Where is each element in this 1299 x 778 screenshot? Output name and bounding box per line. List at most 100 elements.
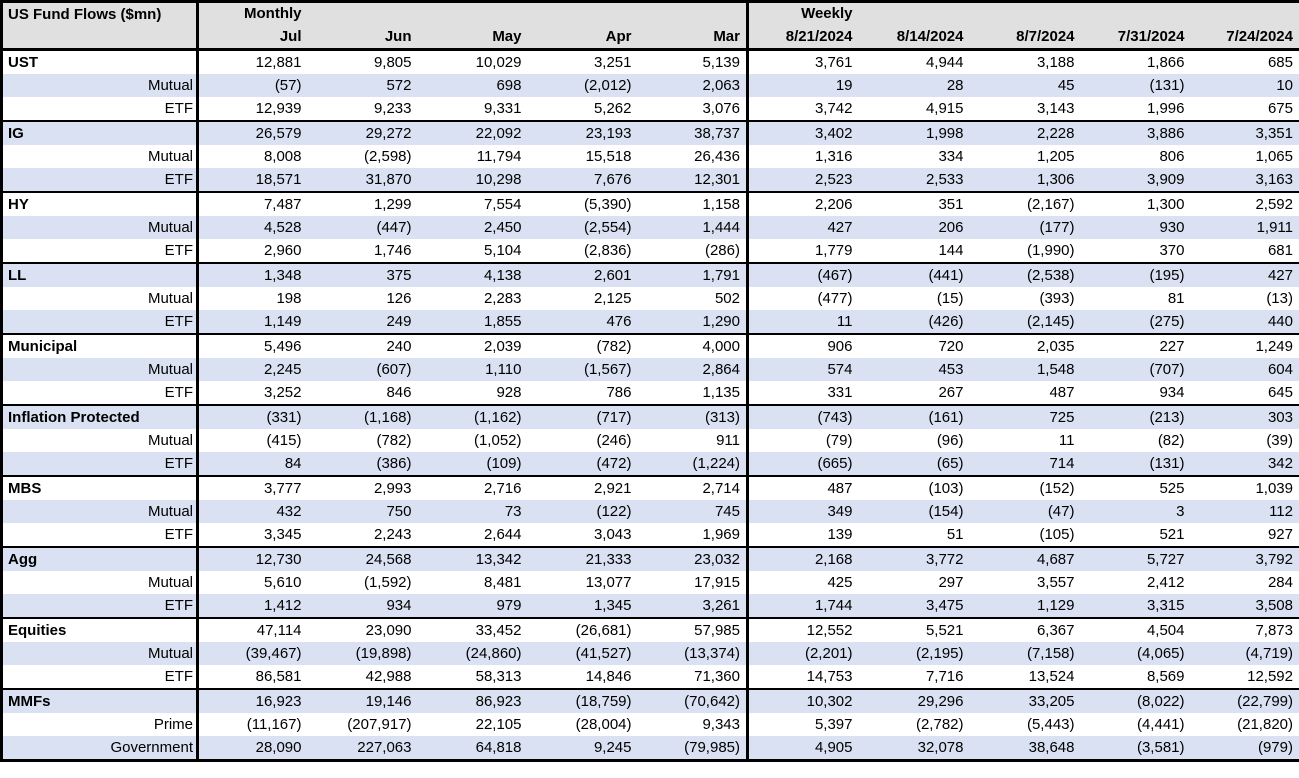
weekly-cell: 1,065 (1255, 148, 1293, 165)
monthly-cell: 572 (307, 74, 418, 97)
monthly-cell: 12,881 (255, 54, 302, 71)
weekly-cell: 3,163 (1190, 168, 1299, 192)
weekly-cell: 29,296 (858, 688, 970, 713)
row-label: IG (1, 120, 199, 145)
monthly-cell: 2,283 (483, 290, 522, 307)
weekly-cell: (2,167) (969, 191, 1081, 216)
weekly-cell: 3,557 (1036, 574, 1075, 591)
row-label: MMFs (1, 688, 199, 713)
row-label: ETF (1, 310, 199, 334)
weekly-cell: (441) (858, 262, 970, 287)
weekly-cell: 206 (858, 216, 970, 239)
weekly-cell: 1,998 (858, 120, 970, 145)
monthly-cell: 10,298 (417, 168, 528, 192)
row-label: Mutual (1, 216, 199, 239)
monthly-cell: 73 (417, 500, 528, 523)
monthly-cell: 1,345 (527, 594, 638, 618)
monthly-cell: 979 (417, 594, 528, 618)
monthly-cell: (472) (527, 452, 638, 476)
weekly-cell: 1,866 (1146, 54, 1185, 71)
table-row: MBS 3,777 2,993 2,716 2,921 2,714 487 (103) (152… (1, 475, 1299, 500)
monthly-cell: (2,598) (363, 148, 412, 165)
monthly-cell: 28,090 (197, 736, 308, 761)
weekly-cell: 487 (746, 475, 859, 500)
monthly-cell: 19,146 (307, 688, 418, 713)
monthly-cell: (18,759) (527, 688, 638, 713)
weekly-cell: 1,205 (1036, 148, 1075, 165)
monthly-cell: 249 (307, 310, 418, 334)
monthly-cell: (415) (266, 432, 302, 449)
monthly-cell: 2,644 (483, 526, 522, 543)
table-row: ETF 1,149 249 1,855 476 1,290 11 (426) (2,145) (2… (1, 310, 1299, 334)
header-spacer (307, 1, 418, 25)
weekly-cell: 3,772 (858, 546, 970, 571)
table-row: ETF 2,960 1,746 5,104 (2,836) (286) 1,779 144 (1… (1, 239, 1299, 263)
weekly-cell: 11 (746, 310, 859, 334)
monthly-cell: 911 (716, 432, 740, 449)
monthly-cell: 1,299 (307, 191, 418, 216)
weekly-cell: (131) (1080, 452, 1191, 476)
monthly-cell: 1,969 (702, 526, 740, 543)
monthly-cell: 9,343 (702, 716, 740, 733)
monthly-cell: (5,390) (527, 191, 638, 216)
monthly-cell: 26,436 (694, 148, 740, 165)
weekly-cell: 5,397 (746, 713, 859, 736)
weekly-cell: 440 (1190, 310, 1299, 334)
row-label: Mutual (1, 642, 199, 665)
monthly-cell: 4,000 (637, 333, 748, 358)
monthly-cell: 9,233 (373, 100, 412, 117)
monthly-cell: 3,043 (593, 526, 632, 543)
monthly-cell: 33,452 (417, 617, 528, 642)
weekly-cell: 6,367 (969, 617, 1081, 642)
weekly-cell: (177) (969, 216, 1081, 239)
monthly-cell: (41,527) (527, 642, 638, 665)
column-header-row: Jul Jun May Apr Mar 8/21/2024 8/14/2024 … (2, 25, 1299, 51)
row-label: LL (1, 262, 199, 287)
weekly-cell: 297 (938, 574, 964, 591)
weekly-cell: (195) (1080, 262, 1191, 287)
monthly-cell: (717) (527, 404, 638, 429)
monthly-cell: (286) (704, 242, 740, 259)
monthly-cell: 23,090 (307, 617, 418, 642)
weekly-cell: 4,687 (969, 546, 1081, 571)
weekly-cell: (8,022) (1080, 688, 1191, 713)
weekly-cell: 1,039 (1190, 475, 1299, 500)
weekly-cell: 12,592 (1247, 668, 1293, 685)
monthly-cell: 432 (197, 500, 308, 523)
weekly-cell: (152) (969, 475, 1081, 500)
row-label: UST (1, 49, 199, 74)
monthly-cell: 21,333 (527, 546, 638, 571)
row-label: ETF (1, 239, 199, 263)
monthly-cell: 42,988 (365, 668, 412, 685)
row-label: ETF (1, 523, 199, 547)
weekly-cell: 2,592 (1190, 191, 1299, 216)
weekly-cell: (161) (858, 404, 970, 429)
weekly-cell: (275) (1080, 310, 1191, 334)
table-row: Mutual (39,467) (19,898) (24,860) (41,527) (1… (1, 642, 1299, 665)
col-header-week-2: 8/14/2024 (858, 25, 970, 51)
monthly-cell: 1,110 (417, 358, 528, 381)
monthly-cell: 240 (307, 333, 418, 358)
weekly-cell: 1,548 (969, 358, 1081, 381)
weekly-cell: 81 (1167, 290, 1185, 307)
monthly-section-label: Monthly (197, 1, 308, 25)
table-row: MMFs 16,923 19,146 86,923 (18,759) (70,642) 10… (1, 688, 1299, 713)
monthly-cell: 58,313 (475, 668, 522, 685)
weekly-cell: 331 (746, 381, 859, 405)
monthly-cell: (70,642) (637, 688, 748, 713)
monthly-cell: (2,012) (527, 74, 638, 97)
monthly-cell: 15,518 (585, 148, 632, 165)
monthly-cell: 2,243 (373, 526, 412, 543)
weekly-cell: 370 (1159, 242, 1185, 259)
monthly-cell: 3,076 (702, 100, 740, 117)
monthly-cell: 4,528 (197, 216, 308, 239)
col-header-week-5: 7/24/2024 (1190, 25, 1299, 51)
row-label: Government (1, 736, 199, 761)
row-label: ETF (1, 97, 199, 121)
weekly-cell: 4,944 (925, 54, 964, 71)
col-header-jul: Jul (197, 25, 308, 51)
monthly-cell: 86,581 (255, 668, 302, 685)
row-label: Mutual (1, 429, 199, 452)
weekly-cell: (4,065) (1080, 642, 1191, 665)
weekly-cell: 2,412 (1146, 574, 1185, 591)
